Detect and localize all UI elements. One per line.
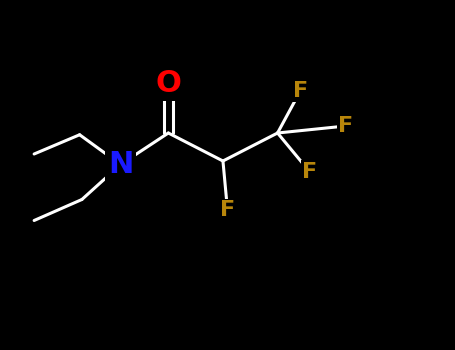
Text: F: F (338, 116, 354, 136)
Text: F: F (293, 81, 308, 101)
Text: N: N (108, 150, 133, 179)
Text: F: F (220, 200, 235, 220)
Text: O: O (156, 70, 181, 98)
Text: F: F (302, 161, 317, 182)
